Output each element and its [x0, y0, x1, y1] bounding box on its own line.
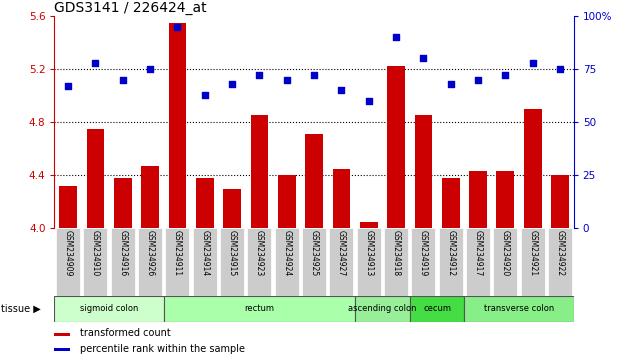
- Bar: [551, 175, 569, 228]
- Bar: [305, 134, 323, 228]
- Text: transverse colon: transverse colon: [484, 304, 554, 313]
- Bar: [223, 189, 241, 228]
- Bar: [54, 348, 70, 351]
- Text: GSM234924: GSM234924: [282, 230, 291, 276]
- Point: [419, 56, 429, 61]
- Point: [528, 60, 538, 65]
- Point: [145, 66, 155, 72]
- Point: [337, 87, 347, 93]
- Text: GSM234914: GSM234914: [200, 230, 209, 276]
- Bar: [384, 228, 408, 296]
- Text: cecum: cecum: [423, 304, 451, 313]
- Bar: [329, 228, 353, 296]
- Text: GSM234909: GSM234909: [63, 230, 72, 277]
- Point: [90, 60, 101, 65]
- Text: GSM234918: GSM234918: [392, 230, 401, 276]
- Bar: [442, 178, 460, 228]
- Bar: [357, 228, 381, 296]
- Point: [227, 81, 237, 87]
- Text: GSM234915: GSM234915: [228, 230, 237, 276]
- Point: [445, 81, 456, 87]
- Bar: [355, 296, 410, 322]
- Text: percentile rank within the sample: percentile rank within the sample: [81, 344, 246, 354]
- Text: GSM234910: GSM234910: [91, 230, 100, 276]
- Text: rectum: rectum: [244, 304, 274, 313]
- Point: [555, 66, 565, 72]
- Point: [118, 77, 128, 82]
- Point: [500, 73, 510, 78]
- Bar: [302, 228, 326, 296]
- Text: GSM234919: GSM234919: [419, 230, 428, 276]
- Bar: [469, 171, 487, 228]
- Point: [172, 24, 183, 29]
- Text: GSM234921: GSM234921: [528, 230, 537, 276]
- Text: GSM234916: GSM234916: [119, 230, 128, 276]
- Bar: [138, 228, 162, 296]
- Bar: [141, 166, 159, 228]
- Text: sigmoid colon: sigmoid colon: [80, 304, 138, 313]
- Bar: [83, 228, 108, 296]
- Point: [309, 73, 319, 78]
- Text: GSM234913: GSM234913: [364, 230, 373, 276]
- Point: [281, 77, 292, 82]
- Point: [363, 98, 374, 104]
- Bar: [220, 228, 244, 296]
- Bar: [164, 296, 355, 322]
- Bar: [524, 109, 542, 228]
- Text: GSM234923: GSM234923: [255, 230, 264, 276]
- Text: GSM234911: GSM234911: [173, 230, 182, 276]
- Bar: [54, 333, 70, 336]
- Bar: [275, 228, 299, 296]
- Point: [391, 34, 401, 40]
- Bar: [415, 115, 432, 228]
- Bar: [410, 296, 464, 322]
- Point: [473, 77, 483, 82]
- Bar: [494, 228, 517, 296]
- Text: tissue ▶: tissue ▶: [1, 304, 41, 314]
- Bar: [54, 296, 164, 322]
- Bar: [169, 23, 187, 228]
- Bar: [278, 175, 296, 228]
- Bar: [438, 228, 463, 296]
- Bar: [548, 228, 572, 296]
- Text: GSM234925: GSM234925: [310, 230, 319, 276]
- Text: GSM234917: GSM234917: [474, 230, 483, 276]
- Text: GSM234920: GSM234920: [501, 230, 510, 276]
- Bar: [247, 228, 271, 296]
- Bar: [59, 186, 77, 228]
- Bar: [196, 178, 213, 228]
- Text: GSM234912: GSM234912: [446, 230, 455, 276]
- Point: [199, 92, 210, 97]
- Bar: [464, 296, 574, 322]
- Bar: [111, 228, 135, 296]
- Bar: [520, 228, 545, 296]
- Point: [63, 83, 73, 89]
- Bar: [87, 129, 104, 228]
- Text: ascending colon: ascending colon: [348, 304, 417, 313]
- Bar: [333, 169, 350, 228]
- Bar: [56, 228, 80, 296]
- Text: GSM234926: GSM234926: [146, 230, 154, 276]
- Bar: [412, 228, 435, 296]
- Text: GSM234922: GSM234922: [556, 230, 565, 276]
- Bar: [497, 171, 514, 228]
- Bar: [193, 228, 217, 296]
- Bar: [114, 178, 131, 228]
- Bar: [466, 228, 490, 296]
- Bar: [165, 228, 190, 296]
- Text: GSM234927: GSM234927: [337, 230, 346, 276]
- Bar: [360, 222, 378, 228]
- Text: transformed count: transformed count: [81, 328, 171, 338]
- Point: [254, 73, 265, 78]
- Bar: [387, 67, 405, 228]
- Bar: [251, 115, 269, 228]
- Text: GDS3141 / 226424_at: GDS3141 / 226424_at: [54, 1, 207, 15]
